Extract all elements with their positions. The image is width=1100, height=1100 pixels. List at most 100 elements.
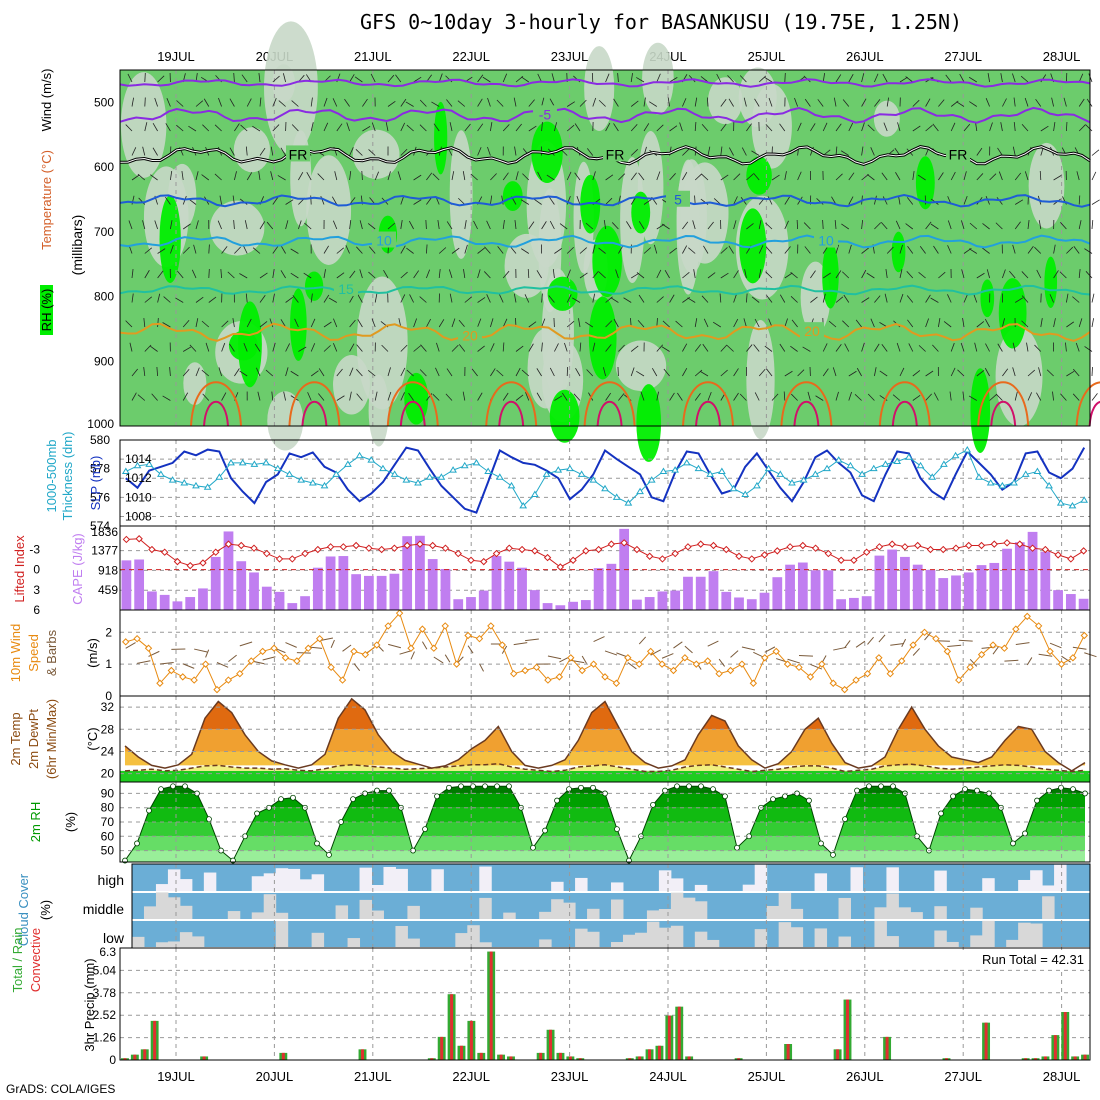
wind-barb [175, 297, 184, 303]
wind10m-point [749, 679, 758, 687]
wind10m-point [464, 631, 472, 640]
rh-point [482, 783, 488, 790]
precip-convective-bar [667, 1015, 671, 1060]
precip-convective-bar [539, 1052, 543, 1060]
wind-barb [767, 196, 773, 205]
cloud-gap [587, 931, 600, 948]
wind-barb [656, 296, 664, 303]
rh-point [1010, 840, 1016, 847]
wind-barb [771, 393, 779, 401]
wind-barb [843, 294, 850, 303]
wind-barb [144, 270, 150, 279]
wind-barb [874, 295, 881, 303]
wind-barb [169, 366, 171, 377]
wind10m-barb [205, 649, 210, 658]
rh-axis-label: RH (%) [39, 289, 54, 332]
temp-contour-30 [498, 400, 525, 427]
precip-tick: 3.78 [93, 986, 117, 1000]
wind-barb [861, 247, 869, 254]
wind-barb [336, 368, 343, 377]
wind-barb [131, 269, 134, 279]
cape-axis-label: CAPE (J/kg) [70, 533, 85, 605]
rh-tick: 80 [101, 801, 115, 815]
cloud-gap [479, 897, 492, 920]
wind-barb [502, 392, 509, 401]
rh-dry-region [352, 129, 400, 179]
cloud-gap [311, 874, 325, 892]
wind-barb [933, 245, 939, 254]
wind-barb [536, 270, 542, 279]
rh-tick: 90 [101, 786, 115, 800]
wind10m-point [373, 641, 381, 649]
wind-barb [867, 124, 875, 132]
wind-barb [484, 246, 491, 254]
wind-barb [586, 148, 594, 156]
cape-bar [1014, 542, 1025, 610]
date-tick-bottom: 24JUL [649, 1069, 687, 1084]
rh-moist-region [549, 389, 580, 443]
cloud-gap [395, 868, 408, 892]
wind-barb [244, 220, 248, 230]
cloud-gap [622, 934, 636, 948]
cloud-gap [347, 938, 361, 948]
cape-tick: 459 [98, 583, 118, 597]
wind-barb [998, 171, 1003, 181]
rh-dry-region [306, 155, 352, 265]
rh-point [818, 840, 824, 847]
thickness-point [636, 487, 644, 495]
wind-barb [1091, 293, 1095, 303]
temp-contour-25 [878, 381, 931, 427]
cloud-gap [275, 921, 289, 948]
rh-dry-region [272, 64, 296, 103]
cloud-gap [455, 933, 468, 948]
rh-point [938, 810, 944, 817]
wind-barb [733, 293, 737, 303]
lifted-index-point [212, 548, 220, 556]
wind-barb [766, 295, 773, 303]
cape-bar [823, 570, 834, 610]
wind-barb [905, 76, 914, 83]
wind-barb [280, 245, 286, 254]
cloud-gap [982, 878, 995, 892]
wind-barb [150, 174, 158, 181]
page-title: GFS 0~10day 3-hourly for BASANKUSU (19.7… [360, 10, 963, 34]
thickness-point [168, 476, 177, 483]
thickness-point [869, 464, 878, 472]
date-tick-top: 28JUL [1043, 49, 1081, 64]
wind-barb [1024, 171, 1029, 181]
wind-barb [592, 293, 596, 303]
wind-barb [908, 343, 914, 352]
wind-barb [682, 367, 688, 377]
wind10m-barb [239, 641, 253, 647]
wind-barb [574, 172, 581, 181]
wind-barb [257, 391, 261, 401]
thickness-point [1080, 496, 1089, 503]
wind-barb [323, 321, 332, 328]
lifted-index-point [492, 549, 501, 558]
wind-barb [400, 367, 406, 377]
wind-barb [701, 295, 709, 303]
wind-barb [861, 73, 865, 83]
lifted-index-point [722, 545, 730, 554]
lifted-index-point [275, 555, 284, 563]
wind-barb [700, 371, 709, 377]
cloud-gap [790, 908, 804, 920]
wind-barb [201, 369, 210, 377]
rh-band [125, 850, 1085, 862]
temp-axis-label: (6hr Min/Max) [44, 699, 59, 779]
cape-bar [261, 586, 272, 610]
wind-barb [613, 98, 619, 107]
cloud-gap [742, 884, 756, 892]
wind10m-point [635, 660, 643, 668]
wind-barb [323, 122, 329, 132]
wind-barb [1072, 296, 1080, 303]
wind-barb [574, 123, 581, 132]
wind-barb [592, 171, 596, 181]
wind-barb [426, 244, 428, 254]
wind-barb [221, 392, 227, 401]
wind10m-point [121, 638, 130, 646]
wind-barb [255, 367, 261, 377]
wind-barb [985, 343, 990, 352]
cape-bar [632, 599, 642, 610]
lifted-index-point [645, 552, 654, 560]
